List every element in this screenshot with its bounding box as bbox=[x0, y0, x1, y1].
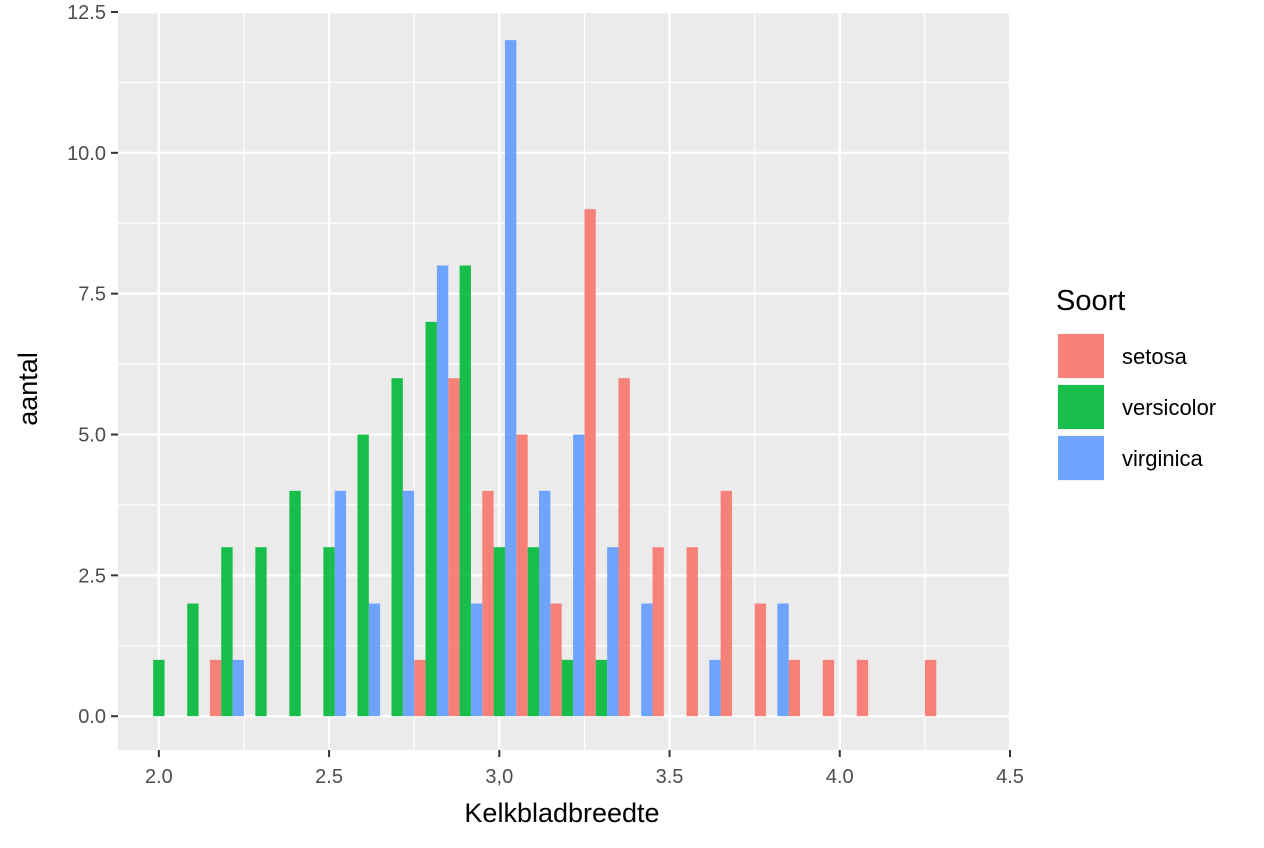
x-tick-label: 4.0 bbox=[826, 766, 854, 788]
y-tick-label: 2.5 bbox=[78, 565, 106, 587]
bar-virginica bbox=[573, 434, 585, 717]
bar-versicolor bbox=[323, 547, 335, 717]
bar-setosa bbox=[686, 547, 698, 717]
bar-setosa bbox=[448, 378, 460, 717]
bar-setosa bbox=[414, 659, 426, 717]
bar-versicolor bbox=[255, 547, 267, 717]
bar-versicolor bbox=[493, 547, 505, 717]
legend-key-versicolor bbox=[1058, 385, 1104, 429]
legend-key-virginica bbox=[1058, 436, 1104, 480]
y-axis: 0.0 2.5 5.0 7.5 10.0 12.5 bbox=[67, 2, 118, 728]
bar-virginica bbox=[368, 603, 381, 717]
x-axis: 2.0 2.5 3,0 3.5 4.0 4.5 bbox=[145, 750, 1024, 788]
bar-versicolor bbox=[391, 378, 403, 717]
bar-virginica bbox=[777, 603, 789, 717]
y-axis-title: aantal bbox=[13, 352, 43, 426]
bar-virginica bbox=[607, 547, 619, 717]
bar-setosa bbox=[618, 378, 630, 717]
bars bbox=[153, 40, 937, 717]
bar-setosa bbox=[584, 209, 596, 717]
bar-versicolor bbox=[187, 603, 199, 717]
x-tick-label: 4.5 bbox=[996, 766, 1024, 788]
x-tick-label: 3,0 bbox=[485, 766, 513, 788]
bar-virginica bbox=[641, 603, 653, 717]
legend-title: Soort bbox=[1056, 285, 1125, 317]
x-tick-label: 2.0 bbox=[145, 766, 173, 788]
bar-setosa bbox=[754, 603, 767, 717]
bar-virginica bbox=[470, 603, 483, 717]
y-tick-label: 0.0 bbox=[78, 706, 106, 728]
bar-setosa bbox=[516, 434, 528, 717]
bar-virginica bbox=[334, 490, 347, 717]
bar-versicolor bbox=[561, 659, 574, 717]
y-tick-label: 7.5 bbox=[78, 284, 106, 306]
x-tick-label: 3.5 bbox=[656, 766, 684, 788]
x-tick-label: 2.5 bbox=[315, 766, 343, 788]
y-tick-label: 12.5 bbox=[67, 2, 106, 24]
legend-label-setosa: setosa bbox=[1122, 344, 1188, 369]
bar-versicolor bbox=[527, 547, 540, 717]
legend: Soort setosa versicolor virginica bbox=[1056, 285, 1216, 481]
bar-versicolor bbox=[595, 659, 608, 717]
bar-versicolor bbox=[221, 547, 233, 717]
legend-label-versicolor: versicolor bbox=[1122, 395, 1216, 420]
bar-virginica bbox=[402, 490, 415, 717]
bar-setosa bbox=[209, 659, 222, 717]
bar-setosa bbox=[788, 659, 801, 717]
legend-label-virginica: virginica bbox=[1122, 446, 1203, 471]
x-axis-title: Kelkbladbreedte bbox=[464, 798, 659, 828]
bar-setosa bbox=[720, 490, 732, 717]
y-tick-label: 5.0 bbox=[78, 425, 106, 447]
bar-setosa bbox=[652, 547, 664, 717]
bar-versicolor bbox=[153, 659, 165, 717]
bar-versicolor bbox=[357, 434, 369, 717]
bar-versicolor bbox=[459, 265, 471, 717]
bar-setosa bbox=[856, 659, 869, 717]
y-tick-label: 10.0 bbox=[67, 143, 106, 165]
plot-panel bbox=[118, 12, 1010, 750]
bar-setosa bbox=[550, 603, 562, 717]
bar-virginica bbox=[504, 40, 517, 717]
bar-versicolor bbox=[425, 321, 437, 717]
bar-setosa bbox=[924, 659, 937, 717]
bar-virginica bbox=[539, 490, 551, 717]
bar-virginica bbox=[436, 265, 449, 717]
bar-virginica bbox=[232, 659, 244, 717]
bar-virginica bbox=[709, 659, 721, 717]
bar-setosa bbox=[822, 659, 835, 717]
legend-key-setosa bbox=[1058, 334, 1104, 378]
bar-versicolor bbox=[289, 490, 301, 717]
bar-setosa bbox=[482, 490, 494, 717]
